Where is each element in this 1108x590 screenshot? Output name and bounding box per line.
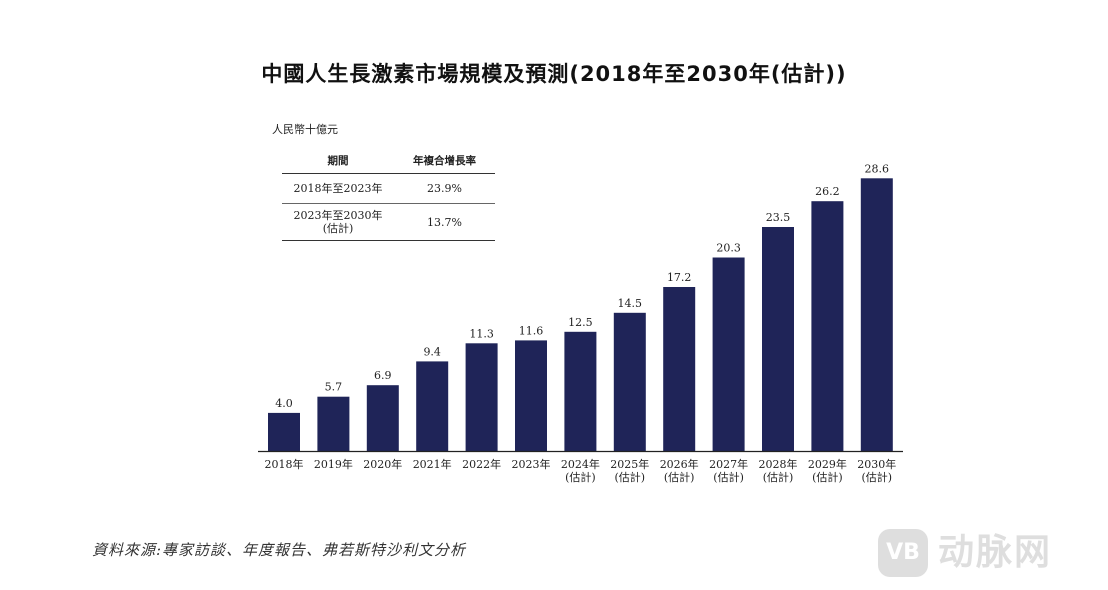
x-tick-label: (估計): [615, 470, 646, 484]
table-row: 2023年至2030年 (估計) 13.7%: [282, 203, 495, 241]
bar-value-label: 17.2: [667, 271, 692, 284]
x-tick-label: 2025年: [610, 457, 649, 471]
x-tick-label: (估計): [862, 470, 893, 484]
x-tick-label: 2018年: [265, 457, 304, 471]
bar-value-label: 4.0: [275, 397, 293, 410]
cagr-rate: 23.9%: [394, 173, 495, 204]
bar: [712, 257, 745, 451]
bar: [663, 287, 696, 451]
bar-value-label: 28.6: [865, 162, 890, 175]
bar: [317, 396, 350, 451]
x-tick-label: (估計): [565, 470, 596, 484]
unit-label: 人民幣十億元: [272, 123, 338, 136]
x-tick-label: 2023年: [512, 457, 551, 471]
bar-value-label: 11.3: [469, 327, 494, 340]
watermark-logo-icon: VB: [878, 529, 928, 577]
bar: [860, 178, 893, 452]
bar-value-label: 12.5: [568, 316, 593, 329]
bar-value-label: 23.5: [766, 211, 791, 224]
bar: [515, 340, 547, 451]
x-tick-label: 2024年: [561, 457, 600, 471]
x-tick-label: (估計): [664, 470, 695, 484]
cagr-table: 期間 年複合增長率 2018年至2023年 23.9% 2023年至2030年 …: [282, 148, 495, 241]
x-tick-label: 2022年: [462, 457, 501, 471]
x-tick-label: 2030年: [857, 457, 896, 471]
cagr-header-period: 期間: [282, 148, 394, 174]
bar-value-label: 20.3: [716, 242, 741, 255]
bar: [613, 312, 646, 451]
bar: [811, 201, 844, 451]
cagr-period: 2018年至2023年: [282, 173, 394, 204]
bar: [416, 361, 449, 451]
x-tick-label: (估計): [763, 470, 794, 484]
watermark-text: 动脉网: [938, 532, 1053, 573]
bar-value-label: 14.5: [618, 297, 643, 310]
x-tick-label: (估計): [713, 470, 744, 484]
bar-value-label: 6.9: [374, 369, 392, 382]
watermark: VB 动脉网: [878, 525, 1098, 581]
bar: [465, 343, 498, 451]
cagr-period-line: 2023年至2030年: [293, 209, 383, 222]
x-tick-label: 2029年: [808, 457, 847, 471]
source-note: 資料來源:專家訪談、年度報告、弗若斯特沙利文分析: [92, 541, 467, 559]
x-tick-label: (估計): [812, 470, 843, 484]
x-tick-label: 2020年: [363, 457, 402, 471]
bar: [564, 331, 597, 451]
x-tick-label: 2027年: [709, 457, 748, 471]
chart-title: 中國人生長激素市場規模及預測(2018年至2030年(估計)): [261, 62, 847, 86]
table-row: 2018年至2023年 23.9%: [282, 173, 495, 204]
cagr-period: 2023年至2030年 (估計): [282, 203, 394, 241]
bar: [762, 227, 794, 451]
bar-value-label: 9.4: [423, 345, 441, 358]
cagr-period-line: 2018年至2023年: [293, 182, 383, 195]
bar-value-label: 26.2: [815, 185, 840, 198]
cagr-header-rate: 年複合增長率: [394, 148, 495, 174]
cagr-period-line: (估計): [322, 222, 354, 235]
x-tick-label: 2021年: [413, 457, 452, 471]
bar: [268, 412, 300, 451]
x-tick-label: 2026年: [660, 457, 699, 471]
x-tick-label: 2019年: [314, 457, 353, 471]
cagr-rate: 13.7%: [394, 203, 495, 241]
bar-value-label: 11.6: [519, 324, 544, 337]
bar-value-label: 5.7: [325, 381, 343, 394]
x-tick-label: 2028年: [759, 457, 798, 471]
bar: [366, 385, 399, 451]
